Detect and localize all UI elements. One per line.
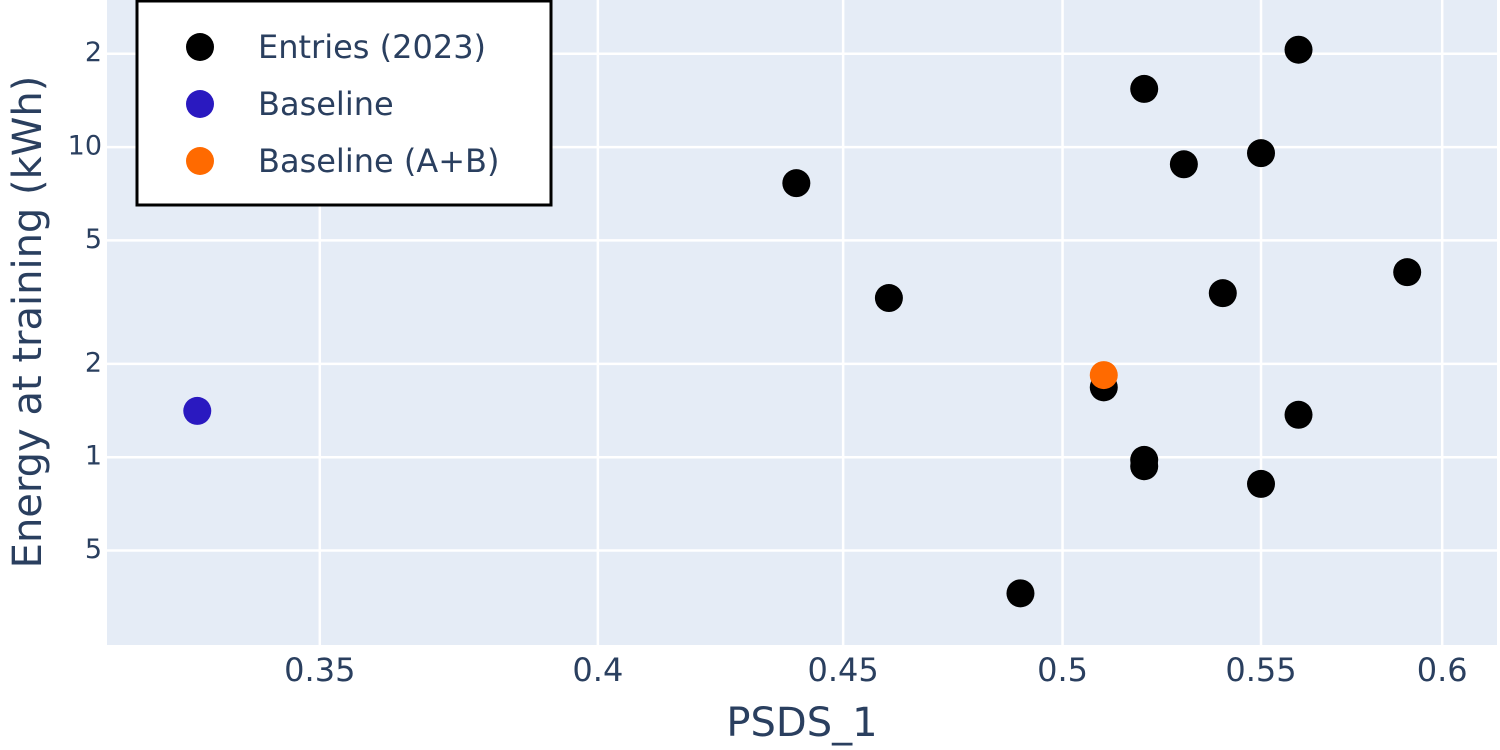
legend-marker — [186, 147, 214, 175]
point — [1284, 400, 1313, 429]
legend-label: Baseline — [258, 85, 394, 123]
point — [1284, 35, 1313, 64]
x-tick-label: 0.45 — [808, 651, 879, 689]
point — [1130, 452, 1159, 481]
point — [1247, 469, 1276, 498]
legend-label: Baseline (A+B) — [258, 142, 499, 180]
x-tick-label: 0.55 — [1225, 651, 1296, 689]
point — [1006, 579, 1035, 608]
point — [183, 396, 212, 425]
point — [1247, 139, 1276, 168]
point — [782, 169, 811, 198]
point — [1393, 258, 1422, 287]
marks — [183, 35, 1422, 608]
point — [1089, 361, 1118, 390]
y-tick-label: 10 — [68, 131, 102, 162]
y-tick-label: 2 — [85, 37, 102, 68]
y-tick-label: 5 — [85, 534, 102, 565]
y-tick-label: 1 — [85, 441, 102, 472]
x-tick-label: 0.4 — [572, 651, 623, 689]
legend-marker — [186, 33, 214, 61]
legend-label: Entries (2023) — [258, 28, 486, 66]
x-axis-title: PSDS_1 — [726, 700, 877, 746]
y-tick-label: 5 — [85, 224, 102, 255]
legend: Entries (2023) Baseline Baseline (A+B) — [135, 0, 553, 207]
point — [1169, 150, 1198, 179]
y-tick-label: 2 — [85, 347, 102, 378]
legend-marker — [186, 90, 214, 118]
y-axis-title: Energy at training (kWh) — [5, 76, 51, 569]
point — [1130, 74, 1159, 103]
point — [1208, 279, 1237, 308]
x-tick-label: 0.6 — [1417, 651, 1468, 689]
x-tick-label: 0.35 — [284, 651, 355, 689]
point — [874, 284, 903, 313]
x-tick-label: 0.5 — [1037, 651, 1088, 689]
